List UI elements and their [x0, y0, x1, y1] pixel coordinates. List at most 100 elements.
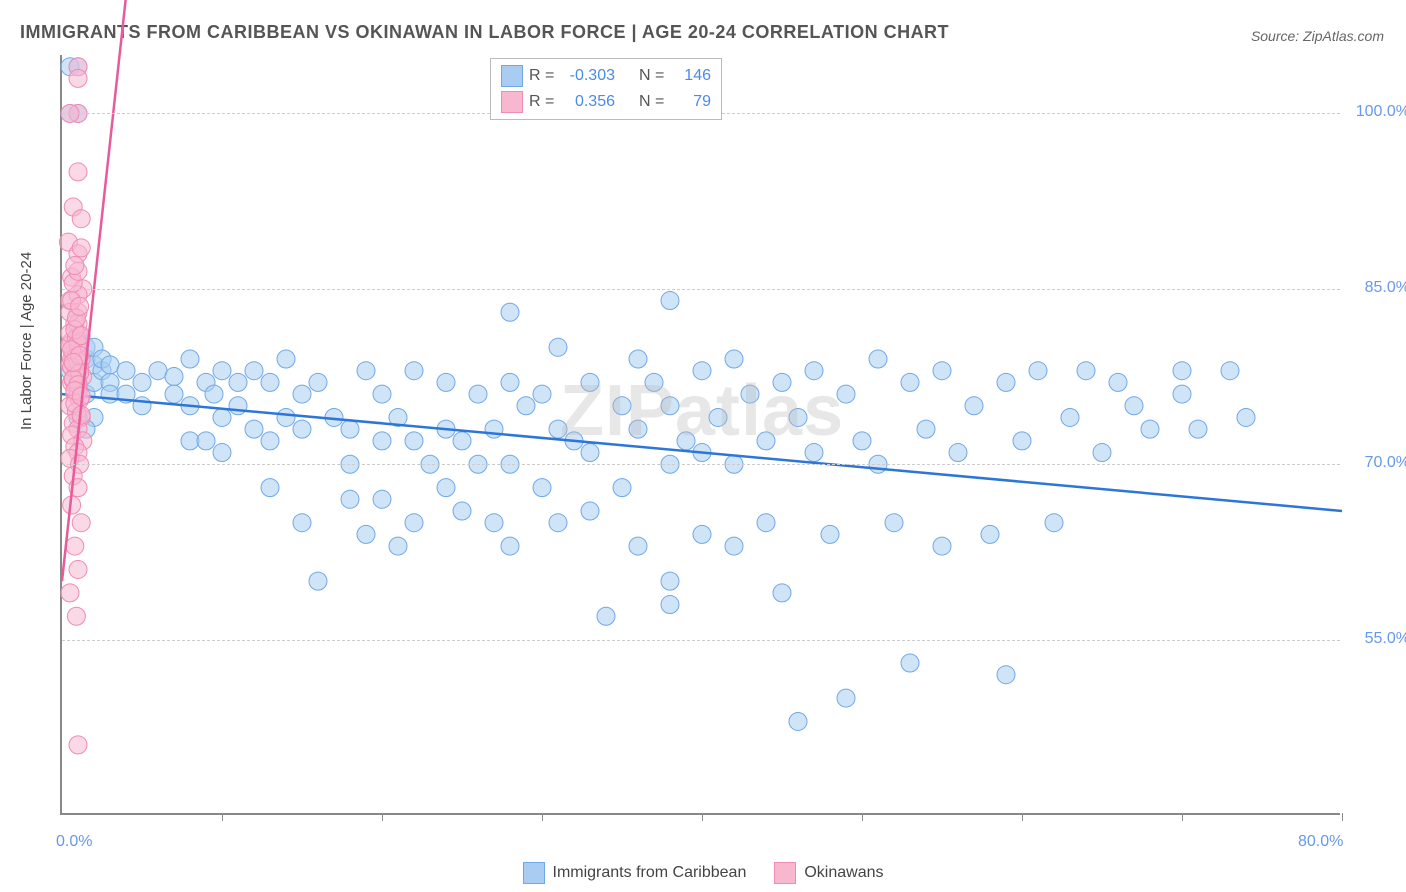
data-point [613, 479, 631, 497]
gridline-h [62, 640, 1340, 641]
data-point [501, 373, 519, 391]
r-label: R = [529, 93, 555, 111]
data-point [72, 210, 90, 228]
data-point [101, 385, 119, 403]
r-value: -0.303 [561, 67, 615, 85]
n-value: 146 [671, 67, 711, 85]
data-point [677, 432, 695, 450]
data-point [629, 420, 647, 438]
data-point [1189, 420, 1207, 438]
data-point [485, 420, 503, 438]
data-point [1221, 362, 1239, 380]
data-point [213, 362, 231, 380]
data-point [197, 432, 215, 450]
data-point [821, 525, 839, 543]
data-point [789, 408, 807, 426]
gridline-h [62, 289, 1340, 290]
data-point [373, 432, 391, 450]
data-point [71, 297, 89, 315]
chart-svg [62, 55, 1340, 813]
data-point [277, 408, 295, 426]
data-point [357, 525, 375, 543]
data-point [981, 525, 999, 543]
data-point [61, 584, 79, 602]
data-point [773, 584, 791, 602]
data-point [1061, 408, 1079, 426]
n-label: N = [639, 93, 665, 111]
data-point [885, 514, 903, 532]
data-point [72, 239, 90, 257]
data-point [901, 654, 919, 672]
data-point [581, 502, 599, 520]
y-axis-title: In Labor Force | Age 20-24 [18, 252, 35, 430]
data-point [1029, 362, 1047, 380]
x-tick [382, 813, 383, 821]
data-point [805, 362, 823, 380]
data-point [661, 596, 679, 614]
data-point [229, 397, 247, 415]
y-tick-label: 70.0% [1350, 454, 1406, 472]
data-point [869, 350, 887, 368]
trend-line [62, 394, 1342, 511]
data-point [261, 479, 279, 497]
chart-title: IMMIGRANTS FROM CARIBBEAN VS OKINAWAN IN… [20, 22, 949, 43]
legend-series-label: Immigrants from Caribbean [553, 864, 747, 882]
legend-series-label: Okinawans [804, 864, 883, 882]
data-point [1093, 444, 1111, 462]
data-point [213, 408, 231, 426]
data-point [181, 432, 199, 450]
x-tick [1022, 813, 1023, 821]
data-point [661, 572, 679, 590]
n-label: N = [639, 67, 665, 85]
data-point [549, 338, 567, 356]
data-point [997, 373, 1015, 391]
legend-correlation-row: R = -0.303 N = 146 [501, 63, 711, 89]
data-point [69, 163, 87, 181]
data-point [581, 373, 599, 391]
data-point [64, 354, 82, 372]
data-point [293, 420, 311, 438]
data-point [117, 362, 135, 380]
gridline-h [62, 464, 1340, 465]
data-point [67, 607, 85, 625]
x-max-label: 80.0% [1298, 833, 1343, 851]
y-tick-label: 55.0% [1350, 630, 1406, 648]
data-point [261, 373, 279, 391]
data-point [837, 689, 855, 707]
data-point [549, 514, 567, 532]
data-point [741, 385, 759, 403]
data-point [453, 432, 471, 450]
data-point [1237, 408, 1255, 426]
data-point [205, 385, 223, 403]
data-point [1173, 362, 1191, 380]
data-point [69, 736, 87, 754]
legend-series-item: Okinawans [774, 862, 883, 884]
data-point [1125, 397, 1143, 415]
data-point [965, 397, 983, 415]
data-point [309, 572, 327, 590]
data-point [533, 385, 551, 403]
data-point [629, 537, 647, 555]
data-point [101, 356, 119, 374]
data-point [917, 420, 935, 438]
data-point [997, 666, 1015, 684]
data-point [245, 420, 263, 438]
data-point [66, 537, 84, 555]
y-tick-label: 100.0% [1350, 103, 1406, 121]
x-tick [1182, 813, 1183, 821]
data-point [789, 712, 807, 730]
data-point [341, 490, 359, 508]
data-point [149, 362, 167, 380]
data-point [853, 432, 871, 450]
data-point [805, 444, 823, 462]
y-tick-label: 85.0% [1350, 279, 1406, 297]
r-label: R = [529, 67, 555, 85]
data-point [757, 514, 775, 532]
data-point [901, 373, 919, 391]
data-point [389, 537, 407, 555]
data-point [133, 373, 151, 391]
x-tick [862, 813, 863, 821]
data-point [597, 607, 615, 625]
data-point [645, 373, 663, 391]
data-point [581, 444, 599, 462]
